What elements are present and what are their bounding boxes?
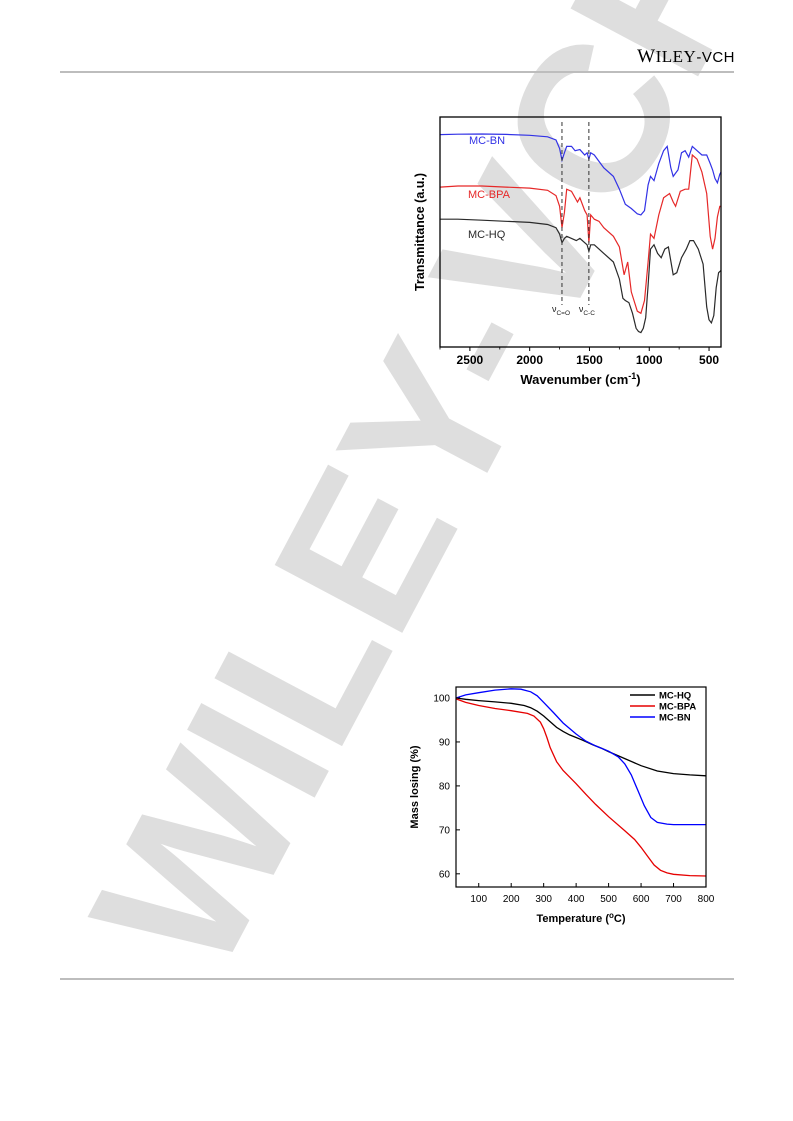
x-tick-label: 400 <box>568 894 585 905</box>
tga-plot-frame <box>455 686 707 888</box>
legend-label-mc-bn: MC-BN <box>659 713 691 724</box>
y-tick-label: 100 <box>433 693 450 704</box>
series-line-mc-bn <box>455 688 706 826</box>
x-tick-label: 500 <box>699 353 719 367</box>
publisher-logo: WILEY-VCH <box>637 46 735 68</box>
logo-suffix: -VCH <box>696 49 735 66</box>
ftir-chart: 2500 2000 1500 1000 500 MC-BN MC-BPA MC-HQ νC=… <box>413 116 722 387</box>
ftir-plot-frame <box>439 116 722 348</box>
x-tick-label: 600 <box>633 894 650 905</box>
y-tick-label: 80 <box>439 781 451 792</box>
series-line-mc-hq <box>440 218 722 334</box>
x-tick-label: 2000 <box>516 353 543 367</box>
footer-divider <box>60 978 734 980</box>
y-tick-label: 90 <box>439 737 451 748</box>
header-divider <box>60 71 734 73</box>
ftir-x-axis-label: Wavenumber (cm-1) <box>520 371 640 387</box>
tga-chart: 100 200 300 400 500 600 700 800 60 70 80 90 100 MC-H… <box>409 686 715 925</box>
logo-w: W <box>637 46 656 67</box>
tga-x-axis-label: Temperature (oC) <box>536 911 625 925</box>
logo-iley: ILEY <box>655 47 697 66</box>
series-line-mc-bpa <box>439 153 721 315</box>
legend-label-mc-bpa: MC-BPA <box>659 702 696 713</box>
series-label-mc-bpa: MC-BPA <box>468 189 511 201</box>
x-tick-label: 200 <box>503 894 520 905</box>
ftir-y-axis-label: Transmittance (a.u.) <box>413 173 427 291</box>
y-tick-label: 70 <box>439 825 451 836</box>
series-label-mc-bn: MC-BN <box>469 135 505 147</box>
x-tick-label: 300 <box>535 894 552 905</box>
x-tick-label: 2500 <box>457 353 484 367</box>
legend-label-mc-hq: MC-HQ <box>659 691 691 702</box>
x-tick-label: 500 <box>600 894 617 905</box>
tga-y-axis-label: Mass losing (%) <box>409 745 421 828</box>
x-tick-label: 800 <box>698 894 715 905</box>
series-line-mc-bpa <box>455 698 707 877</box>
x-tick-label: 1500 <box>576 353 603 367</box>
annotation-label: νC=O <box>552 304 570 317</box>
y-tick-label: 60 <box>439 869 451 880</box>
series-label-mc-hq: MC-HQ <box>468 229 506 241</box>
x-tick-label: 1000 <box>636 353 663 367</box>
annotation-label: νC-C <box>579 304 595 317</box>
series-line-mc-hq <box>455 697 707 777</box>
x-tick-label: 100 <box>470 894 487 905</box>
x-tick-label: 700 <box>665 894 682 905</box>
